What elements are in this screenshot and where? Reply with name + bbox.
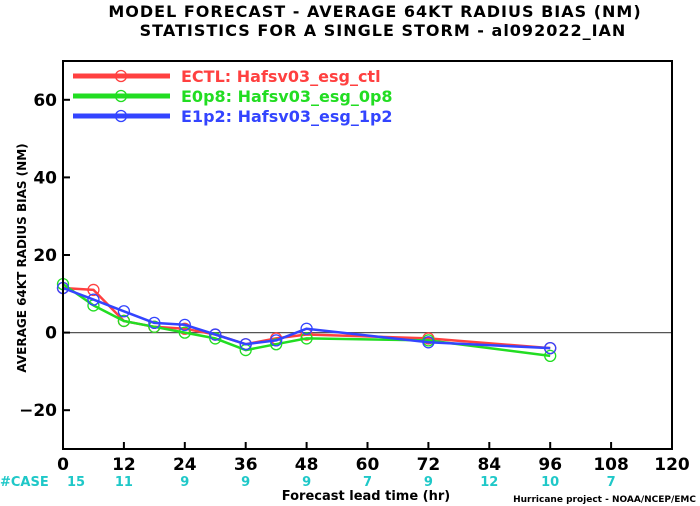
credit-text: Hurricane project - NOAA/NCEP/EMC [513,495,696,505]
x-tick-label: 96 [538,455,562,475]
legend-marker [114,109,128,123]
data-point [87,283,100,297]
legend-label: E0p8: Hafsv03_esg_0p8 [181,87,393,106]
data-point [148,316,161,330]
data-point [178,326,191,339]
legend-label: ECTL: Hafsv03_esg_ctl [181,67,381,86]
data-point [422,336,435,349]
chart-title: MODEL FORECAST - AVERAGE 64KT RADIUS BIA… [108,2,641,21]
series-layer [56,277,557,363]
data-point [544,341,557,355]
series-2 [56,277,557,363]
series-line [62,286,551,350]
x-tick-label: 12 [112,455,136,475]
x-ticks: 0 12 24 36 48 60 72 84 96 108 120 [57,442,690,475]
case-count: 10 [541,475,559,490]
data-point [269,338,283,351]
data-point [117,305,131,318]
data-point [300,322,313,335]
data-point [117,314,131,328]
y-axis-label: AVERAGE 64KT RADIUS BIAS (NM) [15,143,29,372]
series-3 [56,281,557,355]
x-tick-label: 24 [173,455,197,475]
chart-subtitle: STATISTICS FOR A SINGLE STORM - al092022… [140,21,627,40]
y-tick-label: 20 [33,246,57,266]
case-count: 9 [180,475,189,490]
data-point [269,334,283,347]
series-line [62,283,551,358]
case-label: #CASE [0,475,49,490]
data-point [544,349,557,363]
x-axis-label: Forecast lead time (hr) [282,489,450,504]
y-ticks: −20 0 20 40 60 [19,91,70,421]
case-count: 9 [241,475,250,490]
data-point [239,338,252,351]
x-tick-label: 84 [477,455,501,475]
x-tick-label: 108 [593,455,629,475]
data-point [209,328,222,341]
legend-marker [114,89,128,103]
data-point [148,320,161,333]
data-point [178,318,191,331]
case-counts: 15 11 9 9 9 7 9 12 10 7 [67,475,616,490]
x-tick-label: 60 [356,455,380,475]
legend-label: E1p2: Hafsv03_esg_1p2 [181,107,393,126]
data-point [178,322,191,335]
x-tick-label: 48 [295,455,319,475]
x-tick-label: 36 [234,455,258,475]
x-tick-label: 72 [417,455,441,475]
y-tick-label: 0 [45,324,57,344]
data-point [87,293,100,306]
case-count: 15 [67,475,85,490]
case-count: 9 [302,475,311,490]
y-tick-label: 60 [33,91,57,111]
x-tick-label: 0 [57,455,69,475]
legend-marker [114,69,128,83]
series-1 [56,281,557,355]
x-tick-label: 120 [654,455,690,475]
data-point [209,332,222,345]
case-count: 12 [480,475,498,490]
y-tick-label: −20 [19,401,57,421]
case-count: 7 [607,475,616,490]
y-tick-label: 40 [33,168,57,188]
case-count: 9 [424,475,433,490]
data-point [300,332,313,345]
case-count: 11 [115,475,133,490]
case-count: 7 [363,475,372,490]
